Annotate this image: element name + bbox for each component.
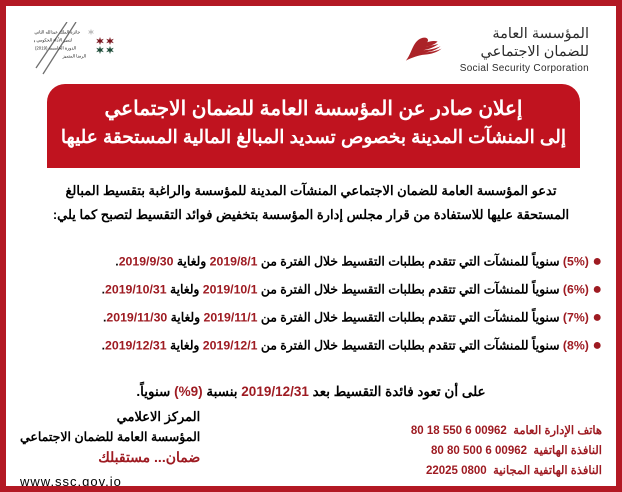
svg-text:لتميز الأداء الحكومي والشفافية: لتميز الأداء الحكومي والشفافية: [34, 37, 72, 43]
svg-text:الدورة الخامسة (2019): الدورة الخامسة (2019): [35, 46, 76, 51]
svg-text:الرضا المتميز: الرضا المتميز: [62, 54, 86, 59]
svg-text:جائزة الملك عبدالله الثاني: جائزة الملك عبدالله الثاني: [34, 30, 80, 35]
